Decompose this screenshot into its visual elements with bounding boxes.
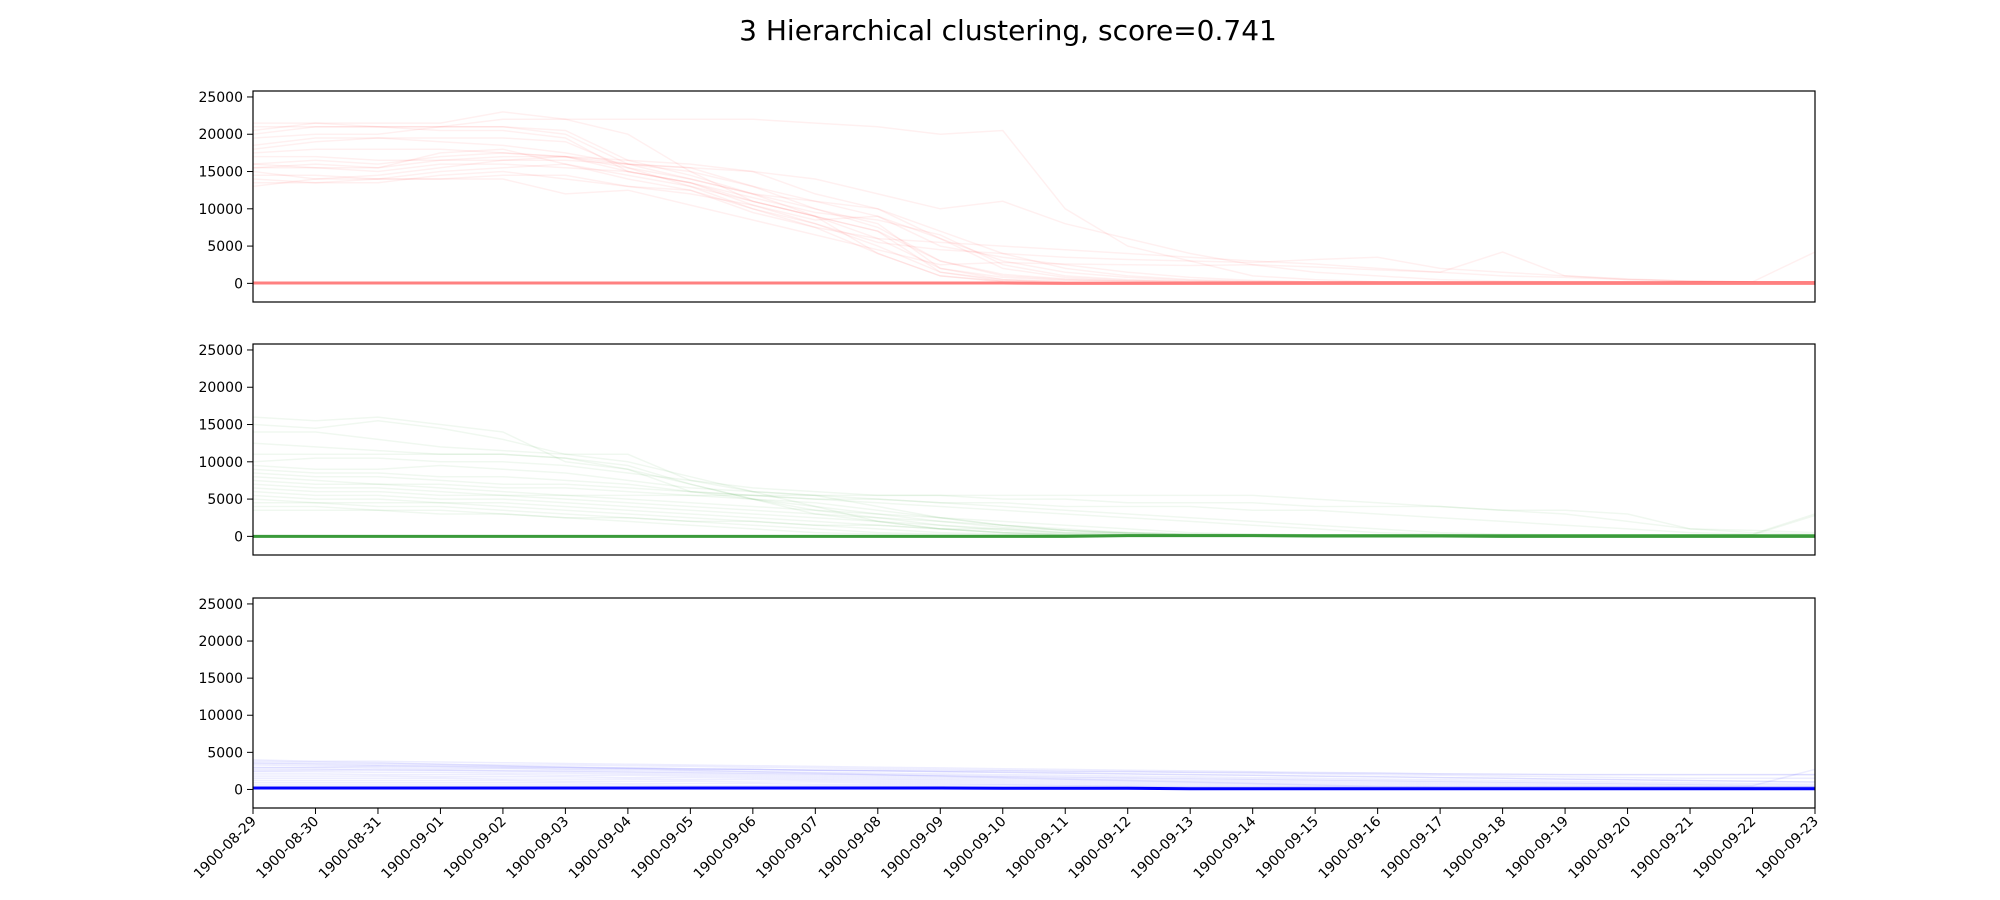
- y-tick-label: 5000: [207, 492, 243, 508]
- x-tick-label: 1900-08-30: [253, 814, 322, 883]
- x-tick-label: 1900-09-19: [1503, 814, 1572, 883]
- series-line: [253, 762, 1815, 783]
- x-tick-label: 1900-09-06: [691, 813, 760, 882]
- series-line: [253, 764, 1815, 783]
- series-line: [253, 148, 1815, 283]
- series-line: [253, 509, 1815, 536]
- series-line: [253, 163, 1815, 283]
- series-line: [253, 498, 1815, 536]
- x-tick-label: 1900-09-16: [1316, 813, 1385, 882]
- series-line: [253, 490, 1815, 536]
- series-line: [253, 483, 1815, 535]
- x-tick-label: 1900-09-21: [1628, 814, 1697, 883]
- y-tick-label: 25000: [198, 597, 243, 613]
- series-line: [253, 468, 1815, 536]
- x-tick-label: 1900-08-29: [191, 814, 260, 883]
- series-line: [253, 770, 1815, 788]
- series-line: [253, 442, 1815, 536]
- series-line: [253, 475, 1815, 536]
- x-tick-label: 1900-09-15: [1253, 814, 1322, 883]
- series-line: [253, 494, 1815, 536]
- panel-1: 0 5000 10000 15000 20000 25000: [198, 90, 1816, 303]
- y-tick-label: 5000: [207, 239, 243, 255]
- y-tick-label: 20000: [198, 127, 243, 143]
- x-tick-label: 1900-09-05: [628, 814, 697, 883]
- x-tick-label: 1900-08-31: [316, 814, 385, 883]
- y-tick-label: 15000: [198, 418, 243, 434]
- x-axis: 1900-08-291900-08-301900-08-311900-09-01…: [191, 808, 1822, 882]
- x-tick-label: 1900-09-17: [1378, 814, 1447, 883]
- y-tick-label: 5000: [207, 745, 243, 761]
- x-tick-label: 1900-09-20: [1566, 814, 1635, 883]
- series-line: [253, 768, 1815, 787]
- x-tick-label: 1900-09-18: [1441, 814, 1510, 883]
- y-tick-label: 20000: [198, 634, 243, 650]
- x-tick-label: 1900-09-12: [1066, 814, 1135, 883]
- y-tick-label: 25000: [198, 90, 243, 106]
- y-tick-label: 25000: [198, 343, 243, 359]
- series-line: [253, 773, 1815, 788]
- y-tick-label: 10000: [198, 455, 243, 471]
- cluster-center-line: [253, 534, 1815, 538]
- panel-2: 0 5000 10000 15000 20000 25000: [198, 343, 1816, 556]
- plot-frame: [252, 597, 1816, 809]
- x-tick-label: 1900-09-04: [566, 813, 635, 882]
- x-tick-label: 1900-09-08: [816, 814, 885, 883]
- x-tick-label: 1900-09-01: [378, 814, 447, 883]
- series-line: [253, 457, 1815, 534]
- series-line: [253, 152, 1815, 283]
- y-tick-label: 0: [234, 782, 243, 798]
- series-line: [253, 768, 1815, 787]
- y-tick-label: 0: [234, 276, 243, 292]
- plot-frame: [252, 90, 1816, 303]
- y-tick-label: 10000: [198, 202, 243, 218]
- x-tick-label: 1900-09-13: [1128, 814, 1197, 883]
- series-line: [253, 765, 1815, 776]
- series-line: [253, 163, 1815, 283]
- x-tick-label: 1900-09-09: [878, 814, 947, 883]
- y-tick-label: 20000: [198, 380, 243, 396]
- x-tick-label: 1900-09-22: [1690, 814, 1759, 883]
- series-line: [253, 464, 1815, 536]
- x-tick-label: 1900-09-10: [941, 814, 1010, 883]
- panel-3: 0 5000 10000 15000 20000 25000: [198, 597, 1816, 809]
- x-tick-label: 1900-09-23: [1753, 814, 1822, 883]
- series-line: [253, 159, 1815, 283]
- panel-1-lines: [253, 111, 1815, 285]
- x-tick-label: 1900-09-02: [441, 814, 510, 883]
- y-tick-label: 15000: [198, 165, 243, 181]
- series-line: [253, 479, 1815, 536]
- series-line: [253, 178, 1815, 283]
- series-line: [253, 487, 1815, 536]
- series-line: [253, 420, 1815, 536]
- y-tick-label: 15000: [198, 671, 243, 687]
- x-tick-label: 1900-09-14: [1191, 813, 1260, 882]
- x-tick-label: 1900-09-03: [503, 814, 572, 883]
- y-tick-label: 10000: [198, 708, 243, 724]
- x-tick-label: 1900-09-07: [753, 814, 822, 883]
- cluster-center-line: [253, 786, 1815, 791]
- series-line: [253, 453, 1815, 535]
- series-line: [253, 766, 1815, 786]
- series-line: [253, 761, 1815, 780]
- panel-3-lines: [253, 759, 1815, 791]
- series-line: [253, 122, 1815, 284]
- plot-frame: [252, 343, 1816, 556]
- y-tick-label: 0: [234, 529, 243, 545]
- series-line: [253, 472, 1815, 536]
- panel-2-lines: [253, 416, 1815, 538]
- series-line: [253, 759, 1815, 776]
- x-tick-label: 1900-09-11: [1003, 814, 1072, 883]
- chart-title: 3 Hierarchical clustering, score=0.741: [739, 14, 1277, 47]
- series-line: [253, 431, 1815, 536]
